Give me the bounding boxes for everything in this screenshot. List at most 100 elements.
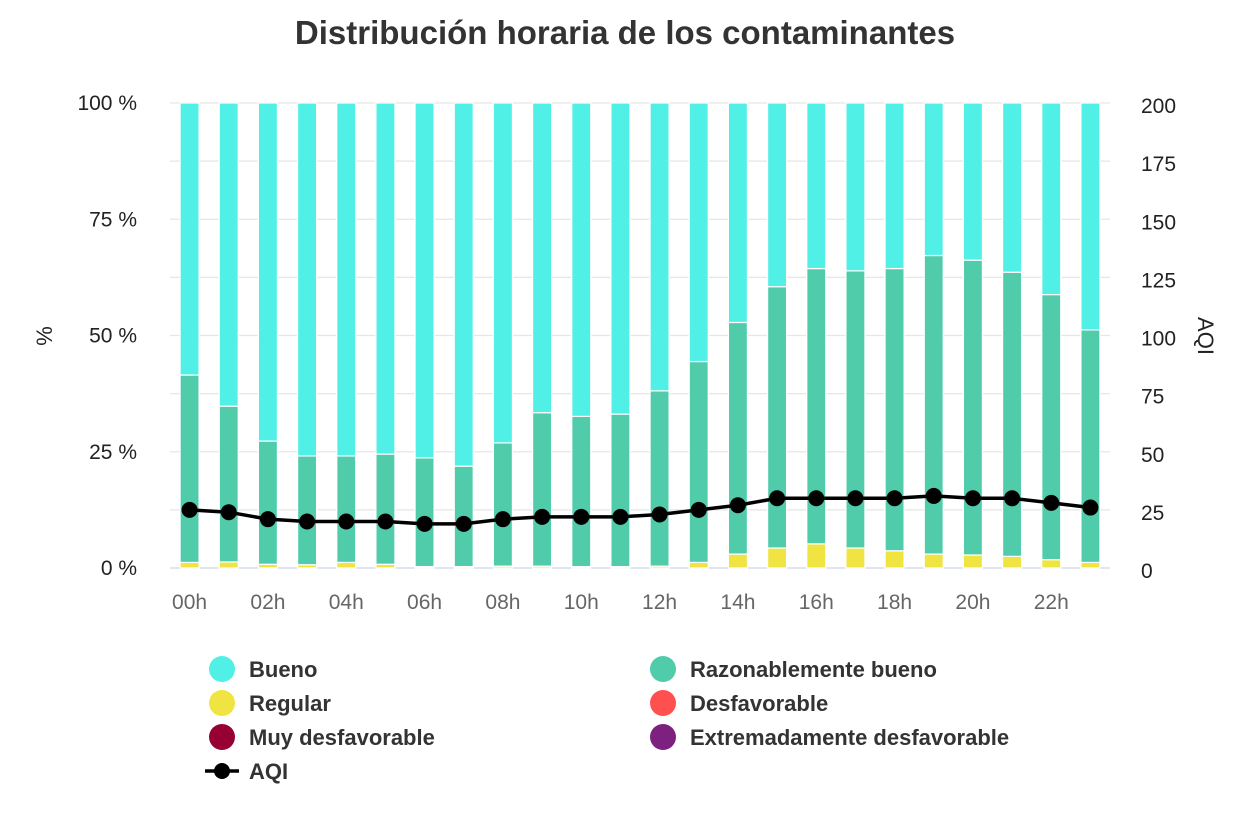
aqi-point xyxy=(612,508,629,525)
bar-segment xyxy=(688,561,709,569)
bar-segment xyxy=(218,102,239,407)
x-tick-label: 04h xyxy=(329,591,364,614)
bar-segment xyxy=(727,102,749,324)
bar-segment xyxy=(492,102,514,444)
legend-label: AQI xyxy=(249,759,288,784)
aqi-point xyxy=(534,508,551,525)
legend-label: Regular xyxy=(249,691,331,716)
bar-segment xyxy=(884,102,905,270)
bar-segment xyxy=(766,102,788,288)
y-tick-label: 100 % xyxy=(77,92,137,115)
y2-tick-label: 75 xyxy=(1141,386,1164,409)
y2-tick-label: 175 xyxy=(1141,153,1176,176)
x-tick-label: 10h xyxy=(564,591,599,614)
bar-segment xyxy=(1001,555,1023,569)
x-tick-label: 16h xyxy=(799,591,834,614)
bar-segment xyxy=(806,543,827,569)
aqi-point xyxy=(1043,494,1060,511)
legend-marker xyxy=(650,656,676,682)
bar-segment xyxy=(1001,102,1023,273)
legend-marker xyxy=(209,724,235,750)
bar-segment xyxy=(727,321,749,555)
bar-segment xyxy=(414,457,435,568)
y-axis-title: % xyxy=(32,326,57,346)
bar-segment xyxy=(375,102,396,455)
bar-segment xyxy=(1080,102,1101,331)
aqi-point xyxy=(1004,490,1021,507)
bar-segment xyxy=(257,440,279,565)
aqi-point xyxy=(964,490,981,507)
y2-tick-label: 125 xyxy=(1141,269,1176,292)
y2-tick-label: 0 xyxy=(1141,560,1153,583)
bar-segment xyxy=(1080,561,1101,569)
aqi-point xyxy=(455,515,472,532)
legend-marker xyxy=(209,656,235,682)
bar-segment xyxy=(296,455,318,566)
bar-segment xyxy=(375,453,396,565)
y2-tick-label: 100 xyxy=(1141,328,1176,351)
aqi-point xyxy=(573,508,590,525)
aqi-point xyxy=(925,487,942,504)
bar-segment xyxy=(492,442,514,567)
y-tick-label: 25 % xyxy=(89,441,137,464)
bar-segment xyxy=(179,374,200,564)
bar-segment xyxy=(923,102,944,257)
x-tick-label: 20h xyxy=(955,591,990,614)
chart-title: Distribución horaria de los contaminante… xyxy=(294,14,956,51)
bar-segment xyxy=(531,412,553,567)
bar-segment xyxy=(336,455,357,564)
x-tick-label: 22h xyxy=(1034,591,1069,614)
y2-tick-label: 50 xyxy=(1141,444,1164,467)
bar-segment xyxy=(845,102,866,272)
x-tick-label: 06h xyxy=(407,591,442,614)
bar-segment xyxy=(571,415,592,568)
bar-segment xyxy=(1041,293,1062,561)
legend-marker xyxy=(650,724,676,750)
bar-segment xyxy=(688,102,709,363)
bar-segment xyxy=(296,102,318,457)
bar-segment xyxy=(688,360,709,564)
aqi-point xyxy=(377,513,394,530)
bar-segment xyxy=(610,102,631,415)
bar-segment xyxy=(845,270,866,549)
bar-segment xyxy=(571,102,592,418)
aqi-point xyxy=(220,504,237,521)
bar-segment xyxy=(766,547,788,569)
bar-segment xyxy=(336,102,357,457)
legend-marker xyxy=(650,690,676,716)
bar-segment xyxy=(414,102,435,459)
legend-label: Bueno xyxy=(249,657,317,682)
bar-segment xyxy=(962,554,984,569)
bar-segment xyxy=(1080,329,1101,564)
aqi-point xyxy=(847,490,864,507)
bar-segment xyxy=(1041,559,1062,569)
aqi-point xyxy=(416,515,433,532)
bar-segment xyxy=(884,550,905,569)
aqi-point xyxy=(808,490,825,507)
bar-segment xyxy=(453,102,474,467)
bar-segment xyxy=(766,286,788,549)
bar-segment xyxy=(845,547,866,569)
legend-label: Razonablemente bueno xyxy=(690,657,937,682)
x-tick-label: 00h xyxy=(172,591,207,614)
bar-segment xyxy=(923,553,944,569)
y2-tick-label: 150 xyxy=(1141,211,1176,234)
aqi-point xyxy=(690,501,707,518)
bar-segment xyxy=(531,102,553,414)
aqi-point xyxy=(494,511,511,528)
aqi-point xyxy=(299,513,316,530)
bar-segment xyxy=(727,553,749,569)
y2-tick-label: 200 xyxy=(1141,95,1176,118)
bar-segment xyxy=(806,102,827,270)
bar-segment xyxy=(649,102,670,392)
bar-segment xyxy=(962,102,984,261)
bar-segment xyxy=(1041,102,1062,296)
bar-segment xyxy=(257,102,279,442)
y-tick-label: 0 % xyxy=(101,557,137,580)
y2-axis-title: AQI xyxy=(1193,317,1218,355)
aqi-point xyxy=(338,513,355,530)
y-tick-label: 75 % xyxy=(89,208,137,231)
legend-label: Muy desfavorable xyxy=(249,725,435,750)
bar-segment xyxy=(218,405,239,563)
